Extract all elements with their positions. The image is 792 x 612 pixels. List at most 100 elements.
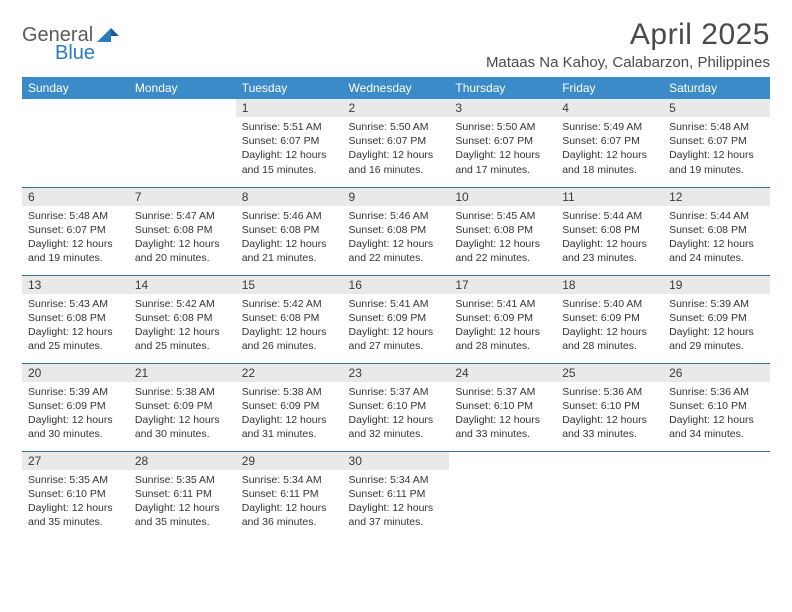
daylight-text: Daylight: 12 hours bbox=[349, 413, 444, 427]
daylight-text: Daylight: 12 hours bbox=[349, 501, 444, 515]
day-number: 12 bbox=[663, 188, 770, 206]
sunrise-text: Sunrise: 5:35 AM bbox=[135, 473, 230, 487]
daylight-text: Daylight: 12 hours bbox=[562, 148, 657, 162]
day-cell: 21Sunrise: 5:38 AMSunset: 6:09 PMDayligh… bbox=[129, 363, 236, 451]
week-row: 27Sunrise: 5:35 AMSunset: 6:10 PMDayligh… bbox=[22, 451, 770, 539]
day-cell: 19Sunrise: 5:39 AMSunset: 6:09 PMDayligh… bbox=[663, 275, 770, 363]
day-cell bbox=[449, 451, 556, 539]
daylight-text: Daylight: 12 hours bbox=[135, 237, 230, 251]
dayname: Wednesday bbox=[343, 77, 450, 99]
day-details: Sunrise: 5:35 AMSunset: 6:10 PMDaylight:… bbox=[22, 470, 129, 534]
sunset-text: Sunset: 6:11 PM bbox=[135, 487, 230, 501]
dayname: Sunday bbox=[22, 77, 129, 99]
day-number: 15 bbox=[236, 276, 343, 294]
day-number: 22 bbox=[236, 364, 343, 382]
day-cell: 15Sunrise: 5:42 AMSunset: 6:08 PMDayligh… bbox=[236, 275, 343, 363]
day-number: 20 bbox=[22, 364, 129, 382]
location: Mataas Na Kahoy, Calabarzon, Philippines bbox=[486, 54, 770, 71]
daylight-text: Daylight: 12 hours bbox=[455, 413, 550, 427]
day-details: Sunrise: 5:47 AMSunset: 6:08 PMDaylight:… bbox=[129, 206, 236, 270]
daylight-text: and 31 minutes. bbox=[242, 427, 337, 441]
sunrise-text: Sunrise: 5:50 AM bbox=[455, 120, 550, 134]
sunrise-text: Sunrise: 5:45 AM bbox=[455, 209, 550, 223]
day-details: Sunrise: 5:39 AMSunset: 6:09 PMDaylight:… bbox=[22, 382, 129, 446]
daylight-text: Daylight: 12 hours bbox=[349, 325, 444, 339]
sunrise-text: Sunrise: 5:38 AM bbox=[242, 385, 337, 399]
day-number: 16 bbox=[343, 276, 450, 294]
daylight-text: and 16 minutes. bbox=[349, 163, 444, 177]
sunrise-text: Sunrise: 5:41 AM bbox=[455, 297, 550, 311]
day-cell: 7Sunrise: 5:47 AMSunset: 6:08 PMDaylight… bbox=[129, 187, 236, 275]
daylight-text: Daylight: 12 hours bbox=[242, 237, 337, 251]
day-number: 26 bbox=[663, 364, 770, 382]
sunset-text: Sunset: 6:07 PM bbox=[242, 134, 337, 148]
sunrise-text: Sunrise: 5:39 AM bbox=[28, 385, 123, 399]
sunset-text: Sunset: 6:09 PM bbox=[669, 311, 764, 325]
sunrise-text: Sunrise: 5:44 AM bbox=[562, 209, 657, 223]
sunset-text: Sunset: 6:08 PM bbox=[562, 223, 657, 237]
sunrise-text: Sunrise: 5:37 AM bbox=[349, 385, 444, 399]
daylight-text: and 18 minutes. bbox=[562, 163, 657, 177]
sunset-text: Sunset: 6:09 PM bbox=[242, 399, 337, 413]
daylight-text: Daylight: 12 hours bbox=[669, 148, 764, 162]
day-details: Sunrise: 5:37 AMSunset: 6:10 PMDaylight:… bbox=[449, 382, 556, 446]
day-details: Sunrise: 5:51 AMSunset: 6:07 PMDaylight:… bbox=[236, 117, 343, 181]
day-number: 10 bbox=[449, 188, 556, 206]
day-number: 24 bbox=[449, 364, 556, 382]
daylight-text: and 20 minutes. bbox=[135, 251, 230, 265]
daylight-text: and 17 minutes. bbox=[455, 163, 550, 177]
sunrise-text: Sunrise: 5:40 AM bbox=[562, 297, 657, 311]
day-number: 23 bbox=[343, 364, 450, 382]
daylight-text: and 23 minutes. bbox=[562, 251, 657, 265]
brand-arrow-icon bbox=[97, 26, 119, 47]
daylight-text: Daylight: 12 hours bbox=[28, 325, 123, 339]
week-row: 6Sunrise: 5:48 AMSunset: 6:07 PMDaylight… bbox=[22, 187, 770, 275]
daylight-text: and 19 minutes. bbox=[669, 163, 764, 177]
dayname: Thursday bbox=[449, 77, 556, 99]
daylight-text: and 22 minutes. bbox=[455, 251, 550, 265]
day-details: Sunrise: 5:46 AMSunset: 6:08 PMDaylight:… bbox=[236, 206, 343, 270]
day-cell: 29Sunrise: 5:34 AMSunset: 6:11 PMDayligh… bbox=[236, 451, 343, 539]
day-details: Sunrise: 5:39 AMSunset: 6:09 PMDaylight:… bbox=[663, 294, 770, 358]
dayname: Tuesday bbox=[236, 77, 343, 99]
sunrise-text: Sunrise: 5:50 AM bbox=[349, 120, 444, 134]
daylight-text: and 24 minutes. bbox=[669, 251, 764, 265]
sunrise-text: Sunrise: 5:43 AM bbox=[28, 297, 123, 311]
day-cell: 23Sunrise: 5:37 AMSunset: 6:10 PMDayligh… bbox=[343, 363, 450, 451]
sunset-text: Sunset: 6:07 PM bbox=[455, 134, 550, 148]
month-title: April 2025 bbox=[486, 18, 770, 52]
daylight-text: Daylight: 12 hours bbox=[135, 501, 230, 515]
daylight-text: and 26 minutes. bbox=[242, 339, 337, 353]
sunset-text: Sunset: 6:10 PM bbox=[455, 399, 550, 413]
daylight-text: and 33 minutes. bbox=[562, 427, 657, 441]
day-details: Sunrise: 5:38 AMSunset: 6:09 PMDaylight:… bbox=[129, 382, 236, 446]
day-details: Sunrise: 5:40 AMSunset: 6:09 PMDaylight:… bbox=[556, 294, 663, 358]
week-row: 20Sunrise: 5:39 AMSunset: 6:09 PMDayligh… bbox=[22, 363, 770, 451]
day-cell: 30Sunrise: 5:34 AMSunset: 6:11 PMDayligh… bbox=[343, 451, 450, 539]
sunset-text: Sunset: 6:08 PM bbox=[242, 223, 337, 237]
daylight-text: and 33 minutes. bbox=[455, 427, 550, 441]
sunset-text: Sunset: 6:08 PM bbox=[242, 311, 337, 325]
day-details: Sunrise: 5:50 AMSunset: 6:07 PMDaylight:… bbox=[449, 117, 556, 181]
day-number: 9 bbox=[343, 188, 450, 206]
day-number: 13 bbox=[22, 276, 129, 294]
daylight-text: and 36 minutes. bbox=[242, 515, 337, 529]
header: General April 2025 Mataas Na Kahoy, Cala… bbox=[22, 18, 770, 71]
daylight-text: Daylight: 12 hours bbox=[669, 237, 764, 251]
daylight-text: Daylight: 12 hours bbox=[669, 413, 764, 427]
day-details: Sunrise: 5:49 AMSunset: 6:07 PMDaylight:… bbox=[556, 117, 663, 181]
sunset-text: Sunset: 6:08 PM bbox=[135, 223, 230, 237]
day-number: 2 bbox=[343, 99, 450, 117]
sunset-text: Sunset: 6:09 PM bbox=[455, 311, 550, 325]
day-cell: 10Sunrise: 5:45 AMSunset: 6:08 PMDayligh… bbox=[449, 187, 556, 275]
sunrise-text: Sunrise: 5:48 AM bbox=[28, 209, 123, 223]
daylight-text: Daylight: 12 hours bbox=[455, 325, 550, 339]
daylight-text: Daylight: 12 hours bbox=[135, 325, 230, 339]
sunrise-text: Sunrise: 5:34 AM bbox=[349, 473, 444, 487]
daylight-text: and 28 minutes. bbox=[455, 339, 550, 353]
day-cell: 26Sunrise: 5:36 AMSunset: 6:10 PMDayligh… bbox=[663, 363, 770, 451]
day-number: 18 bbox=[556, 276, 663, 294]
day-details: Sunrise: 5:46 AMSunset: 6:08 PMDaylight:… bbox=[343, 206, 450, 270]
day-cell: 27Sunrise: 5:35 AMSunset: 6:10 PMDayligh… bbox=[22, 451, 129, 539]
daylight-text: Daylight: 12 hours bbox=[28, 413, 123, 427]
